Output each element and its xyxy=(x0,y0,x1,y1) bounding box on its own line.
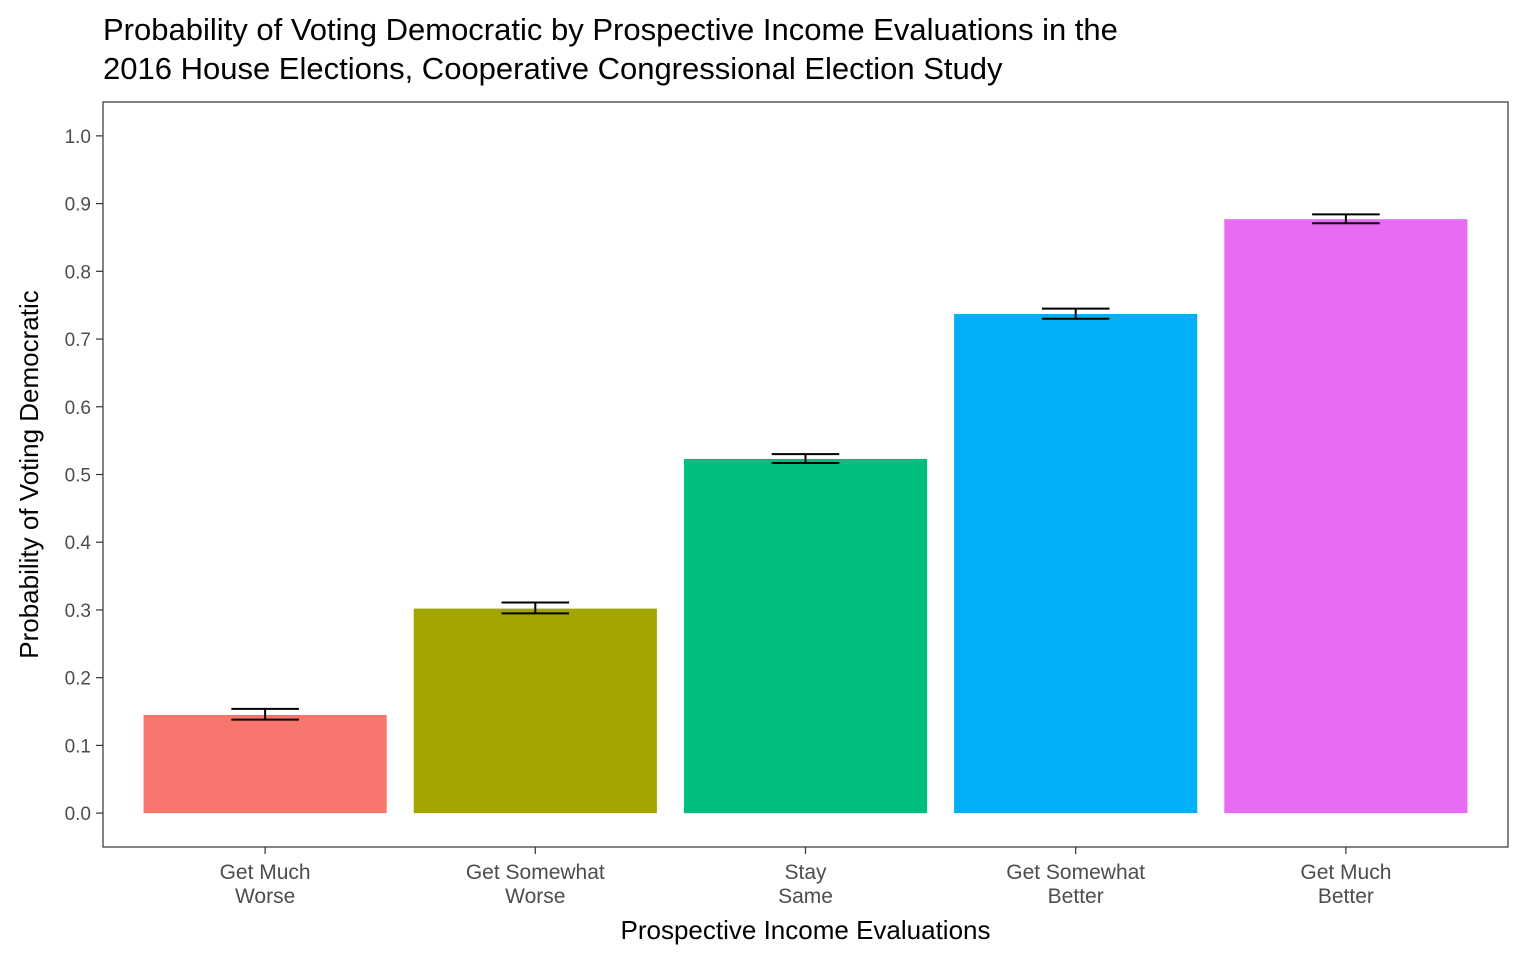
y-tick-label: 0.1 xyxy=(65,736,91,757)
x-tick-label: Stay Same xyxy=(778,861,833,908)
bar xyxy=(413,608,657,814)
error-bar xyxy=(771,453,840,464)
error-bar xyxy=(231,707,299,721)
x-axis: Get Much Worse Get Somewhat Worse Stay Same Ge… xyxy=(220,847,1391,908)
y-tick-label: 0.7 xyxy=(65,330,91,351)
y-tick-label: 0.6 xyxy=(65,398,91,419)
x-tick-label: Get Much Worse xyxy=(220,861,311,908)
bars-layer xyxy=(143,219,1468,814)
y-axis-title: Probability of Voting Democratic xyxy=(14,290,44,659)
bar xyxy=(143,714,387,814)
y-tick-label: 0.8 xyxy=(65,262,91,283)
y-tick-label: 1.0 xyxy=(65,127,91,148)
y-tick-label: 0.2 xyxy=(65,669,91,690)
bar xyxy=(954,313,1198,814)
y-tick-label: 0.4 xyxy=(65,533,92,554)
y-tick-label: 0.9 xyxy=(65,195,91,216)
chart-title-line-2: 2016 House Elections, Cooperative Congre… xyxy=(103,51,1003,86)
bar xyxy=(683,458,928,814)
x-tick-label: Get Somewhat Better xyxy=(1006,861,1145,908)
x-tick-label: Get Much Better xyxy=(1300,861,1391,908)
error-bar xyxy=(501,601,570,615)
bar xyxy=(1224,219,1468,814)
x-axis-title: Prospective Income Evaluations xyxy=(621,915,991,945)
y-tick-label: 0.3 xyxy=(65,601,91,622)
error-bar xyxy=(1041,307,1110,320)
chart-title: Probability of Voting Democratic by Pros… xyxy=(103,10,1118,88)
x-tick-label: Get Somewhat Worse xyxy=(466,861,605,908)
error-bar xyxy=(1312,213,1380,225)
y-axis: 0.0 0.1 0.2 0.3 0.4 0.5 0.6 0.7 0.8 0.9 1.0 xyxy=(65,127,103,825)
y-tick-label: 0.0 xyxy=(65,804,91,825)
error-bars-layer xyxy=(231,213,1380,721)
chart-title-line-1: Probability of Voting Democratic by Pros… xyxy=(103,12,1118,47)
y-tick-label: 0.5 xyxy=(65,466,91,487)
